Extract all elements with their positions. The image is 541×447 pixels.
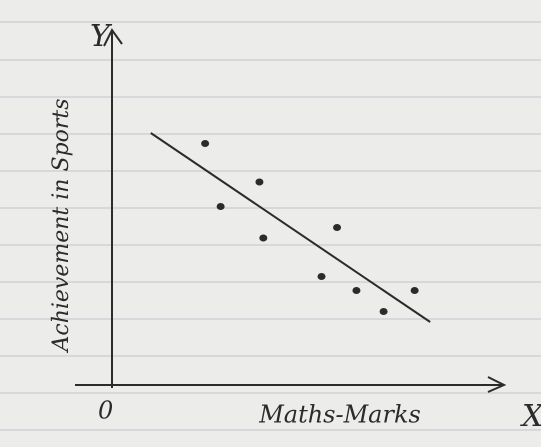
x-axis-label: Maths-Marks <box>258 401 421 429</box>
paper-lines <box>0 22 541 430</box>
point <box>411 287 419 294</box>
axes <box>75 30 504 392</box>
trend-line <box>151 133 430 322</box>
point <box>318 273 326 280</box>
point <box>255 179 263 186</box>
point <box>352 287 360 294</box>
point <box>380 308 388 315</box>
point <box>217 203 225 210</box>
point <box>259 235 267 242</box>
chart: Y X 0 Maths-Marks Achievement in Sports <box>0 0 541 447</box>
point <box>333 224 341 231</box>
y-axis-label: Achievement in Sports <box>49 98 74 353</box>
origin-label: 0 <box>98 397 113 425</box>
point <box>201 140 209 147</box>
x-axis-name: X <box>520 399 541 434</box>
page: Y X 0 Maths-Marks Achievement in Sports … <box>0 0 541 447</box>
y-axis-name: Y <box>90 19 113 54</box>
